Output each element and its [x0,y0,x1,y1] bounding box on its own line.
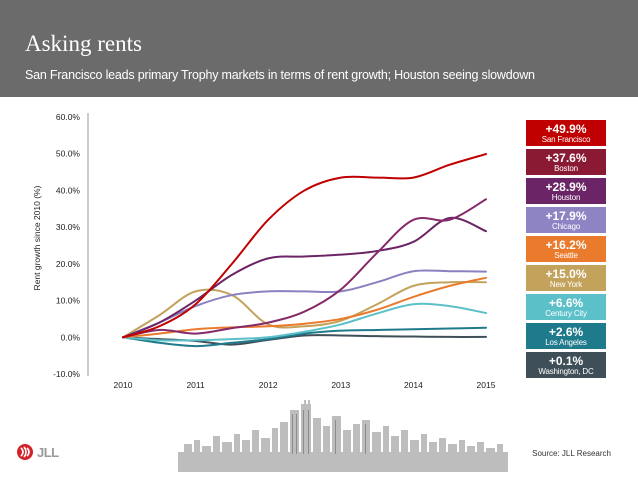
legend-city: Seattle [554,250,578,260]
series-line-los-angeles [122,326,487,348]
jll-logo-text: JLL [37,444,59,460]
legend-city: Houston [551,192,581,202]
series-line-century-city [122,302,487,342]
x-tick-label: 2010 [114,380,133,390]
city-skyline-image [178,400,508,472]
legend-city: New York [549,279,583,289]
legend-city: San Francisco [541,134,591,144]
y-tick-label: 40.0% [56,185,81,195]
legend-city: Century City [545,308,587,318]
x-tick-label: 2011 [186,380,205,390]
legend-value: +0.1% [548,353,584,368]
y-tick-label: 0.0% [61,332,81,342]
legend-item-seattle: +16.2% Seattle [526,236,606,262]
legend-item-new-york: +15.0% New York [526,265,606,291]
legend-value: +16.2% [545,237,587,252]
legend-item-washington-dc: +0.1% Washington, DC [526,352,606,378]
legend-city: Los Angeles [545,337,587,347]
page-subtitle: San Francisco leads primary Trophy marke… [25,68,535,82]
legend-value: +28.9% [545,179,587,194]
series-line-new-york [122,280,487,339]
y-axis-label: Rent growth since 2010 (%) [32,185,42,290]
header-banner: Asking rents San Francisco leads primary… [0,0,638,97]
x-tick-label: 2012 [259,380,278,390]
y-tick-label: 10.0% [56,296,81,306]
legend-value: +37.6% [545,150,587,165]
y-tick-label: 20.0% [56,259,81,269]
series-line-san-francisco [122,153,487,339]
y-tick-label: 50.0% [56,149,81,159]
y-tick-label: -10.0% [53,369,80,379]
legend-city: Washington, DC [538,366,594,376]
jll-logo-mark-icon [17,444,33,460]
x-tick-label: 2014 [404,380,423,390]
page-title: Asking rents [25,31,142,56]
legend-value: +17.9% [545,208,587,223]
y-tick-label: 60.0% [56,112,81,122]
series-line-houston [122,216,487,339]
legend-item-san-francisco: +49.9% San Francisco [526,120,606,146]
legend-item-houston: +28.9% Houston [526,178,606,204]
legend-item-chicago: +17.9% Chicago [526,207,606,233]
legend-value: +2.6% [548,324,584,339]
legend-item-boston: +37.6% Boston [526,149,606,175]
x-tick-label: 2013 [331,380,350,390]
rent-growth-chart: 60.0% 50.0% 40.0% 30.0% 20.0% 10.0% 0.0% -10.0%… [32,112,496,390]
legend: +49.9% San Francisco +37.6% Boston +28.9% Hou… [526,120,606,381]
y-tick-label: 30.0% [56,222,81,232]
source-note: Source: JLL Research [532,449,611,458]
legend-item-los-angeles: +2.6% Los Angeles [526,323,606,349]
series-line-seattle [122,276,487,339]
legend-city: Chicago [552,221,580,231]
series-line-chicago [122,269,487,339]
series-line-boston [122,198,487,339]
x-tick-label: 2015 [477,380,496,390]
legend-value: +49.9% [545,121,587,136]
legend-city: Boston [554,163,578,173]
jll-logo: JLL [16,443,59,461]
legend-value: +15.0% [545,266,587,281]
legend-value: +6.6% [548,295,584,310]
legend-item-century-city: +6.6% Century City [526,294,606,320]
